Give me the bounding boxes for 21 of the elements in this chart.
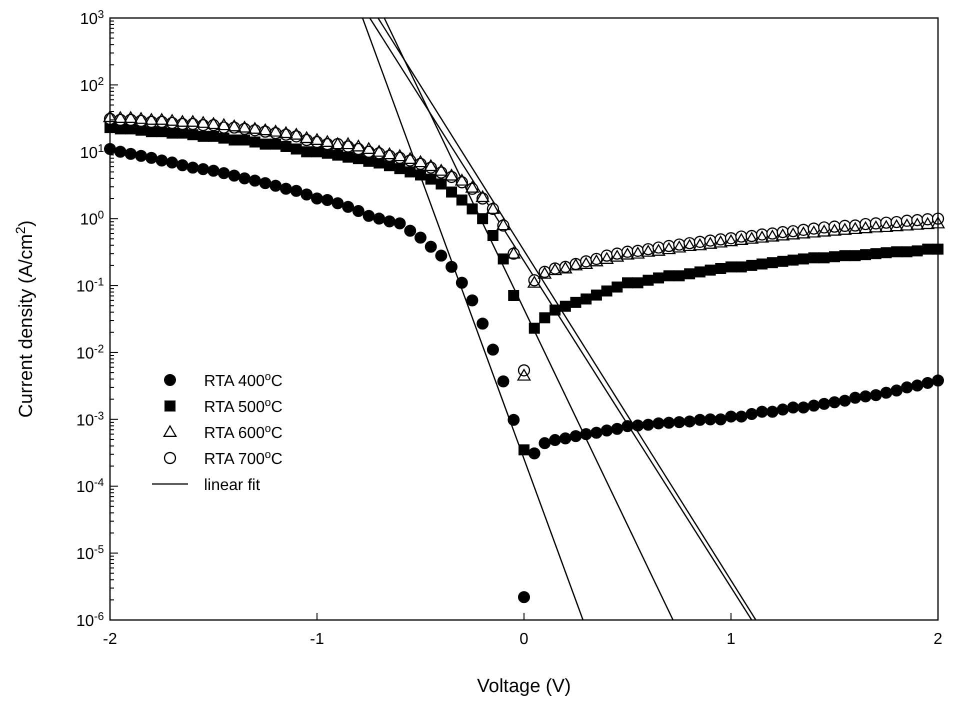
y-tick-label: 10$^{-5}$ <box>76 544 104 564</box>
y-tick-label: 10$^{-1}$ <box>76 276 104 296</box>
y-tick-label: 10$^{-6}$ <box>76 611 104 630</box>
y-tick-label: 10$^{-4}$ <box>76 477 104 496</box>
legend-label: RTA 600$^{o}$C <box>204 423 283 442</box>
x-tick-label: -2 <box>102 631 118 648</box>
y-tick-label: 10$^{3}$ <box>80 9 104 28</box>
y-tick-label: 10$^{1}$ <box>80 142 104 162</box>
x-tick-label: 0 <box>520 631 529 648</box>
y-tick-label: 10$^{2}$ <box>80 76 104 95</box>
legend-label: RTA 400$^{o}$C <box>204 371 283 390</box>
y-tick-label: 10$^{-2}$ <box>76 343 104 362</box>
y-tick-label: 10$^{0}$ <box>80 210 104 229</box>
x-tick-label: 2 <box>934 631 943 648</box>
x-tick-label: 1 <box>726 631 736 648</box>
legend-label: linear fit <box>204 477 261 494</box>
legend-label: RTA 500$^{o}$C <box>204 397 283 416</box>
x-axis-title: Voltage (V) <box>477 676 571 697</box>
y-tick-label: 10$^{-3}$ <box>76 410 104 430</box>
x-tick-label: -1 <box>310 631 324 648</box>
legend-label: RTA 700$^{o}$C <box>204 449 283 468</box>
